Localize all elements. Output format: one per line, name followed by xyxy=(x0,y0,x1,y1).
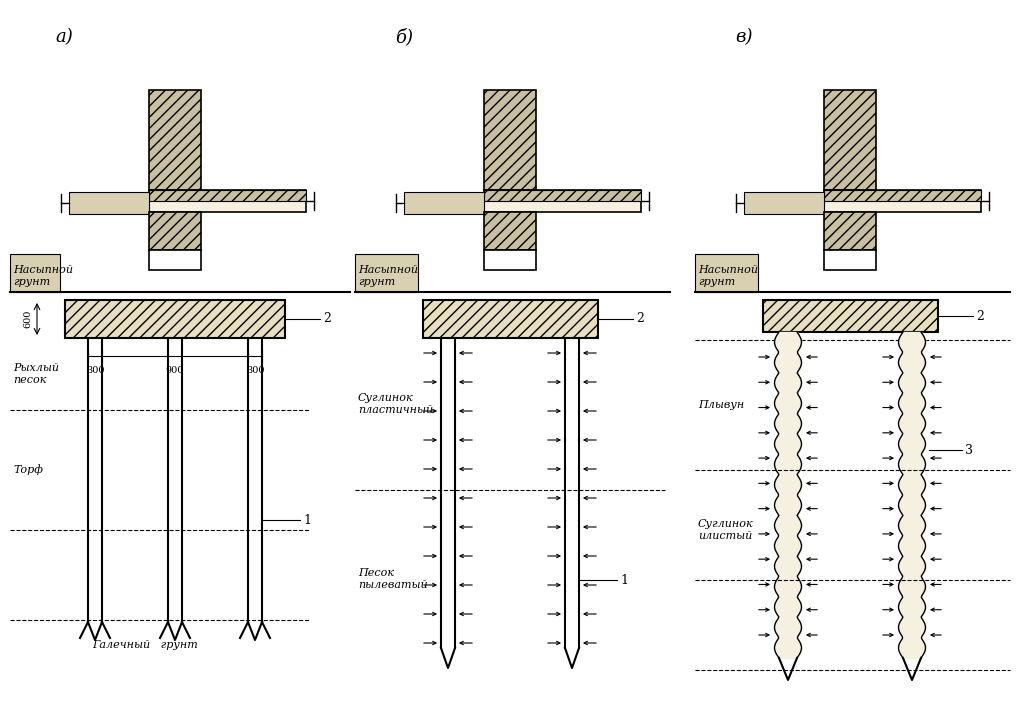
Text: Суглинок
пластичный: Суглинок пластичный xyxy=(358,393,433,415)
Bar xyxy=(824,190,981,201)
Text: 2: 2 xyxy=(636,312,644,326)
Text: 300: 300 xyxy=(246,366,264,375)
Text: 1: 1 xyxy=(303,513,311,527)
Text: 300: 300 xyxy=(86,366,104,375)
Text: 2: 2 xyxy=(323,312,331,326)
Text: Суглинок
илистый: Суглинок илистый xyxy=(698,519,753,541)
Bar xyxy=(695,254,758,292)
Bar xyxy=(149,190,306,212)
Bar xyxy=(824,90,876,190)
Bar xyxy=(404,192,484,214)
Text: Плывун: Плывун xyxy=(698,400,744,410)
Bar xyxy=(149,250,201,270)
Text: в): в) xyxy=(735,28,752,46)
Bar xyxy=(65,300,285,338)
Text: 600: 600 xyxy=(23,310,32,329)
Bar xyxy=(824,212,876,250)
Text: Насыпной
грунт: Насыпной грунт xyxy=(698,266,758,287)
Text: б): б) xyxy=(395,28,414,46)
Text: 3: 3 xyxy=(965,443,973,457)
Bar xyxy=(423,300,598,338)
Text: Песок
пылеватый: Песок пылеватый xyxy=(358,569,428,590)
Text: Галечный   грунт: Галечный грунт xyxy=(92,640,198,650)
Text: 1: 1 xyxy=(620,573,628,586)
Bar xyxy=(484,90,536,190)
Bar xyxy=(824,250,876,270)
Text: 900: 900 xyxy=(165,366,184,375)
Bar xyxy=(484,212,536,250)
Bar xyxy=(355,254,418,292)
Bar xyxy=(484,190,641,212)
Text: Рыхлый
песок: Рыхлый песок xyxy=(13,363,59,385)
Bar xyxy=(484,190,641,201)
Bar xyxy=(149,90,201,190)
Text: а): а) xyxy=(55,28,72,46)
Bar xyxy=(10,254,60,292)
Text: Торф: Торф xyxy=(13,464,43,475)
Bar xyxy=(149,212,201,250)
Bar xyxy=(763,300,938,332)
Bar xyxy=(484,250,536,270)
Text: Насыпной
грунт: Насыпной грунт xyxy=(358,266,418,287)
Bar xyxy=(149,190,306,201)
Bar xyxy=(69,192,149,214)
Text: Насыпной
грунт: Насыпной грунт xyxy=(13,266,72,287)
Bar xyxy=(744,192,824,214)
Bar xyxy=(824,190,981,212)
Text: 2: 2 xyxy=(976,309,984,323)
